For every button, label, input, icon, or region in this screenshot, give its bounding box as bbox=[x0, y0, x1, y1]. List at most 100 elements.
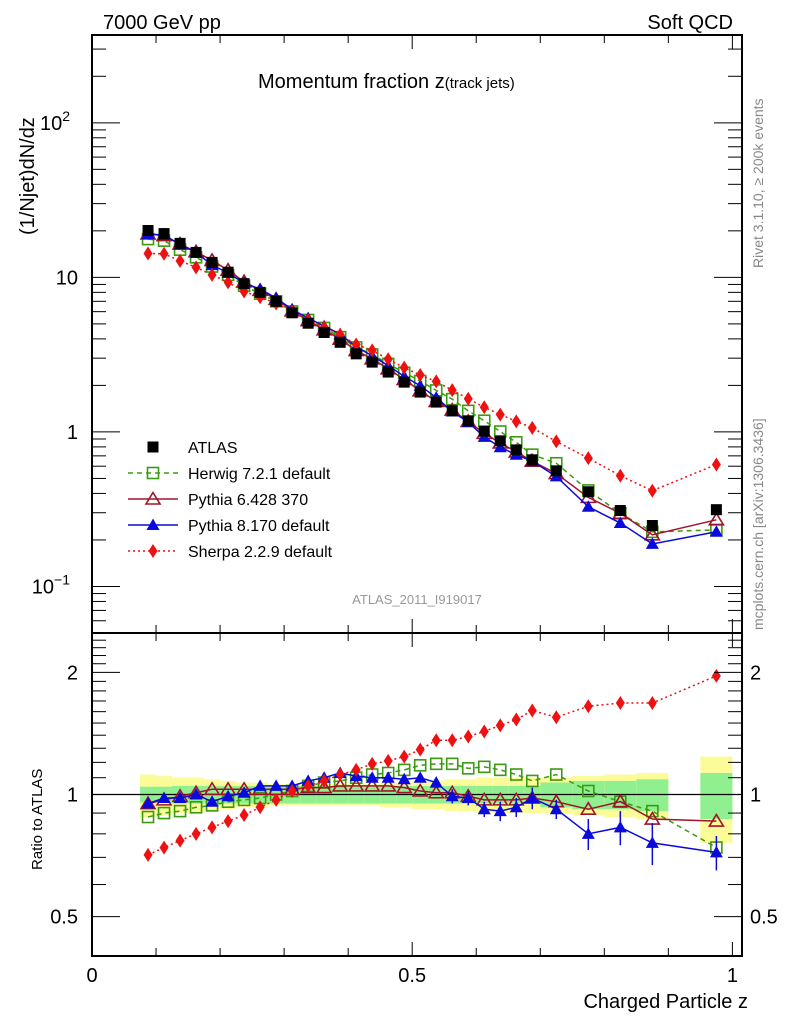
x-tick-label: 1 bbox=[727, 965, 738, 987]
y-tick-exponent: 2 bbox=[62, 108, 70, 124]
y-tick-label-main: 1 bbox=[67, 422, 78, 444]
ratio-point-pythia-6-428-370 bbox=[331, 777, 349, 792]
point-pythia-8-170-default bbox=[493, 440, 507, 453]
ratio-point-pythia-8-170-default bbox=[157, 791, 171, 804]
ratio-point-pythia-6-428-370 bbox=[611, 793, 629, 808]
ratio-point-sherpa-2-2-9-default bbox=[447, 733, 457, 748]
ratio-point-herwig-7-2-1-default bbox=[429, 757, 443, 771]
point-atlas bbox=[510, 444, 522, 456]
ratio-point-pythia-8-170-default bbox=[141, 797, 155, 809]
legend-marker-atlas bbox=[147, 441, 159, 453]
ratio-point-pythia-8-170-default bbox=[429, 776, 443, 788]
point-pythia-6-428-370 bbox=[707, 511, 725, 526]
point-sherpa-2-2-9-default bbox=[511, 414, 521, 429]
legend-marker-herwig-7-2-1-default bbox=[146, 466, 160, 480]
legend-label-atlas: ATLAS bbox=[188, 440, 238, 457]
ratio-point-pythia-8-170-default bbox=[613, 820, 627, 833]
ratio-point-pythia-6-428-370 bbox=[579, 801, 597, 815]
rivet-label: Rivet 3.1.10, ≥ 200k events bbox=[750, 98, 766, 268]
ratio-point-pythia-6-428-370 bbox=[427, 784, 445, 799]
x-tick-label: 0 bbox=[86, 965, 97, 987]
ratio-point-sherpa-2-2-9-default bbox=[287, 784, 297, 799]
ratio-point-herwig-7-2-1-default bbox=[173, 804, 187, 818]
chart-title-suffix: (track jets) bbox=[445, 75, 515, 92]
ratio-point-pythia-8-170-default bbox=[413, 771, 427, 783]
band-stat bbox=[700, 772, 733, 820]
header-left-label: 7000 GeV pp bbox=[103, 12, 221, 34]
y-tick-label-ratio-right: 2 bbox=[750, 662, 761, 684]
ratio-point-sherpa-2-2-9-default bbox=[319, 773, 329, 788]
ratio-point-pythia-8-170-default bbox=[477, 802, 491, 815]
legend-label-sherpa-2-2-9-default: Sherpa 2.2.9 default bbox=[188, 544, 333, 561]
ratio-point-sherpa-2-2-9-default bbox=[239, 808, 249, 823]
point-atlas bbox=[158, 228, 170, 240]
ratio-line-sherpa-2-2-9-default bbox=[147, 675, 717, 856]
point-atlas bbox=[550, 465, 562, 477]
point-atlas bbox=[254, 286, 266, 298]
point-atlas bbox=[238, 278, 250, 290]
y-tick-label-ratio: 1 bbox=[67, 785, 78, 807]
ratio-point-herwig-7-2-1-default bbox=[646, 804, 659, 818]
legend-label-herwig-7-2-1-default: Herwig 7.2.1 default bbox=[188, 466, 331, 483]
point-atlas bbox=[302, 317, 314, 329]
header-right-label: Soft QCD bbox=[647, 12, 733, 34]
ratio-point-pythia-8-170-default bbox=[189, 788, 203, 800]
point-sherpa-2-2-9-default bbox=[143, 246, 153, 261]
ratio-point-sherpa-2-2-9-default bbox=[583, 699, 593, 714]
point-sherpa-2-2-9-default bbox=[415, 368, 425, 383]
ratio-point-sherpa-2-2-9-default bbox=[399, 749, 409, 764]
point-atlas bbox=[430, 396, 442, 408]
ratio-point-herwig-7-2-1-default bbox=[493, 763, 507, 777]
ratio-point-sherpa-2-2-9-default bbox=[415, 742, 425, 757]
point-sherpa-2-2-9-default bbox=[447, 383, 457, 398]
y-axis-label-ratio: Ratio to ATLAS bbox=[29, 769, 46, 870]
legend-marker-sherpa-2-2-9-default bbox=[148, 544, 158, 558]
point-atlas bbox=[494, 435, 506, 447]
legend-marker-pythia-6-428-370 bbox=[144, 490, 162, 505]
y-tick-label-main: 10 bbox=[56, 267, 78, 289]
ratio-point-sherpa-2-2-9-default bbox=[431, 733, 441, 748]
series-line-sherpa-2-2-9-default bbox=[148, 252, 717, 492]
point-sherpa-2-2-9-default bbox=[367, 343, 377, 358]
point-sherpa-2-2-9-default bbox=[527, 420, 537, 435]
ratio-point-pythia-6-428-370 bbox=[363, 777, 381, 792]
point-sherpa-2-2-9-default bbox=[615, 468, 625, 483]
point-sherpa-2-2-9-default bbox=[191, 260, 201, 275]
point-sherpa-2-2-9-default bbox=[583, 451, 593, 466]
point-sherpa-2-2-9-default bbox=[159, 246, 169, 261]
ratio-point-sherpa-2-2-9-default bbox=[351, 762, 361, 777]
point-sherpa-2-2-9-default bbox=[383, 352, 393, 367]
ratio-point-herwig-7-2-1-default bbox=[477, 760, 491, 774]
ratio-point-pythia-8-170-default bbox=[581, 827, 595, 839]
ratio-point-herwig-7-2-1-default bbox=[157, 806, 171, 820]
ratio-point-herwig-7-2-1-default bbox=[445, 757, 459, 771]
ratio-point-sherpa-2-2-9-default bbox=[191, 826, 201, 841]
ratio-point-pythia-6-428-370 bbox=[395, 779, 413, 794]
ratio-point-pythia-6-428-370 bbox=[379, 777, 397, 792]
point-sherpa-2-2-9-default bbox=[479, 400, 489, 415]
x-tick-label: 0.5 bbox=[398, 965, 426, 987]
ratio-point-sherpa-2-2-9-default bbox=[479, 724, 489, 739]
ratio-point-pythia-8-170-default bbox=[509, 800, 523, 813]
ratio-point-sherpa-2-2-9-default bbox=[367, 756, 377, 771]
analysis-id-label: ATLAS_2011_I919017 bbox=[352, 592, 482, 607]
ratio-point-sherpa-2-2-9-default bbox=[143, 847, 153, 862]
point-atlas bbox=[270, 295, 282, 307]
point-atlas bbox=[174, 237, 186, 249]
ratio-point-sherpa-2-2-9-default bbox=[303, 778, 313, 793]
ratio-point-sherpa-2-2-9-default bbox=[511, 712, 521, 727]
point-pythia-8-170-default bbox=[645, 537, 659, 549]
ratio-point-pythia-8-170-default bbox=[397, 772, 411, 785]
point-atlas bbox=[446, 405, 458, 417]
point-atlas bbox=[526, 454, 538, 466]
ratio-point-pythia-8-170-default bbox=[525, 791, 539, 804]
ratio-point-herwig-7-2-1-default bbox=[525, 774, 539, 788]
x-axis-label: Charged Particle z bbox=[583, 991, 748, 1013]
point-atlas bbox=[710, 504, 722, 516]
ratio-point-pythia-8-170-default bbox=[365, 771, 379, 783]
legend-marker-pythia-8-170-default bbox=[146, 518, 160, 530]
point-sherpa-2-2-9-default bbox=[431, 374, 441, 389]
point-sherpa-2-2-9-default bbox=[223, 275, 233, 290]
point-sherpa-2-2-9-default bbox=[711, 457, 721, 472]
